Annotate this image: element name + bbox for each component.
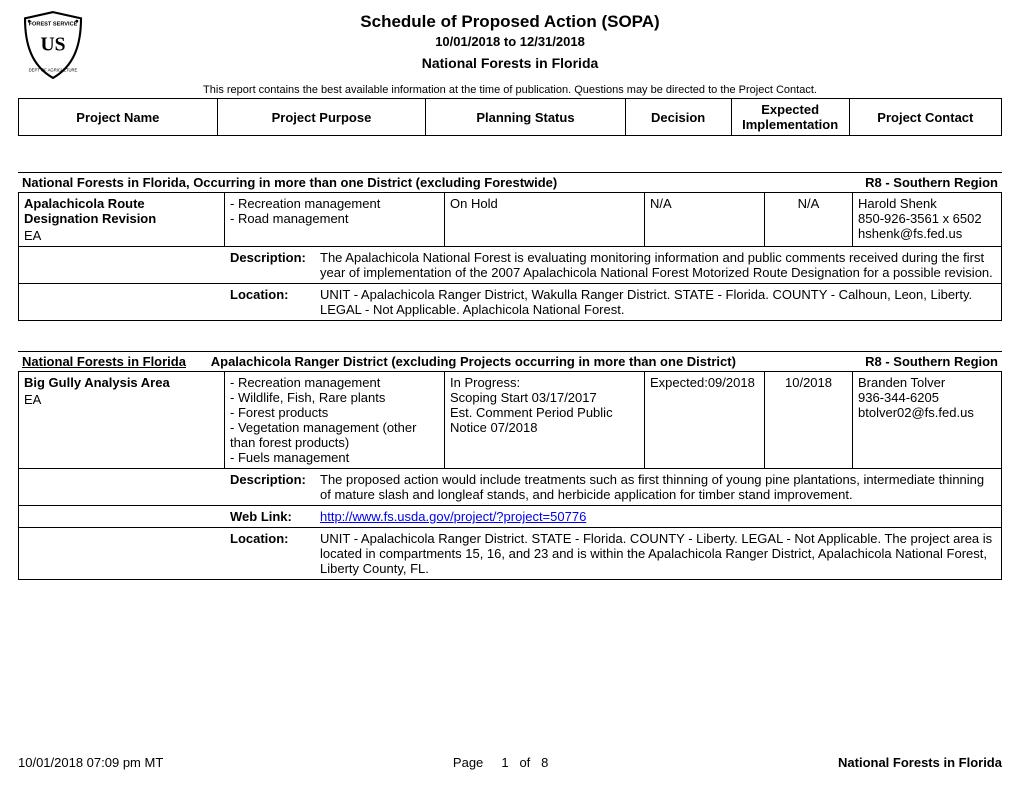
col-header-implementation: Expected Implementation: [731, 99, 849, 136]
footer-page: Page 1 of 8: [453, 755, 548, 770]
col-header-purpose: Project Purpose: [217, 99, 426, 136]
project-row: Apalachicola Route Designation Revision …: [18, 193, 1002, 247]
project-decision: Expected:09/2018: [645, 372, 765, 468]
section-region: R8 - Southern Region: [865, 354, 998, 369]
project-location-row: Location: UNIT - Apalachicola Ranger Dis…: [18, 528, 1002, 580]
section-header: National Forests in Florida, Occurring i…: [18, 172, 1002, 193]
project-decision: N/A: [645, 193, 765, 246]
page-footer: 10/01/2018 07:09 pm MT Page 1 of 8 Natio…: [18, 755, 1002, 770]
project-location-row: Location: UNIT - Apalachicola Ranger Dis…: [18, 284, 1002, 321]
project-description-row: Description: The proposed action would i…: [18, 469, 1002, 506]
weblink-label: Web Link:: [230, 509, 320, 524]
svg-text:FOREST SERVICE: FOREST SERVICE: [29, 21, 78, 27]
project-type: EA: [24, 392, 219, 407]
footer-timestamp: 10/01/2018 07:09 pm MT: [18, 755, 163, 770]
project-row: Big Gully Analysis Area EA - Recreation …: [18, 372, 1002, 469]
description-label: Description:: [230, 250, 320, 280]
column-header-table: Project Name Project Purpose Planning St…: [18, 98, 1002, 136]
location-text: UNIT - Apalachicola Ranger District. STA…: [320, 531, 996, 576]
project-weblink-row: Web Link: http://www.fs.usda.gov/project…: [18, 506, 1002, 528]
project-type: EA: [24, 228, 219, 243]
report-date-range: 10/01/2018 to 12/31/2018: [88, 34, 932, 49]
section-apalachicola: National Forests in Florida Apalachicola…: [18, 351, 1002, 580]
project-name: Apalachicola Route Designation Revision: [24, 196, 219, 226]
location-text: UNIT - Apalachicola Ranger District, Wak…: [320, 287, 996, 317]
report-forest-name: National Forests in Florida: [88, 55, 932, 71]
forest-service-shield-icon: FOREST SERVICE US DEPT OF AGRICULTURE: [18, 10, 88, 80]
project-purpose: - Recreation management - Wildlife, Fish…: [225, 372, 445, 468]
location-label: Location:: [230, 287, 320, 317]
section-district: Apalachicola Ranger District (excluding …: [211, 354, 736, 369]
project-contact: Harold Shenk 850-926-3561 x 6502 hshenk@…: [853, 193, 1001, 246]
section-multi-district: National Forests in Florida, Occurring i…: [18, 172, 1002, 321]
location-label: Location:: [230, 531, 320, 576]
section-region: R8 - Southern Region: [865, 175, 998, 190]
project-implementation: N/A: [765, 193, 853, 246]
section-title: National Forests in Florida, Occurring i…: [22, 175, 557, 190]
svg-text:US: US: [40, 35, 65, 56]
project-contact: Branden Tolver 936-344-6205 btolver02@fs…: [853, 372, 1001, 468]
report-title: Schedule of Proposed Action (SOPA): [88, 12, 932, 32]
weblink-url[interactable]: http://www.fs.usda.gov/project/?project=…: [320, 509, 586, 524]
project-status: In Progress: Scoping Start 03/17/2017 Es…: [445, 372, 645, 468]
report-header: FOREST SERVICE US DEPT OF AGRICULTURE Sc…: [18, 10, 1002, 80]
svg-text:DEPT OF AGRICULTURE: DEPT OF AGRICULTURE: [29, 68, 78, 73]
project-name: Big Gully Analysis Area: [24, 375, 219, 390]
description-text: The Apalachicola National Forest is eval…: [320, 250, 996, 280]
col-header-decision: Decision: [625, 99, 731, 136]
description-text: The proposed action would include treatm…: [320, 472, 996, 502]
footer-forest: National Forests in Florida: [838, 755, 1002, 770]
description-label: Description:: [230, 472, 320, 502]
project-implementation: 10/2018: [765, 372, 853, 468]
project-description-row: Description: The Apalachicola National F…: [18, 247, 1002, 284]
report-disclaimer: This report contains the best available …: [18, 84, 1002, 96]
section-header: National Forests in Florida Apalachicola…: [18, 351, 1002, 372]
col-header-status: Planning Status: [426, 99, 625, 136]
project-purpose: - Recreation management - Road managemen…: [225, 193, 445, 246]
col-header-name: Project Name: [19, 99, 218, 136]
section-forest: National Forests in Florida: [22, 354, 186, 369]
col-header-contact: Project Contact: [849, 99, 1001, 136]
project-status: On Hold: [445, 193, 645, 246]
